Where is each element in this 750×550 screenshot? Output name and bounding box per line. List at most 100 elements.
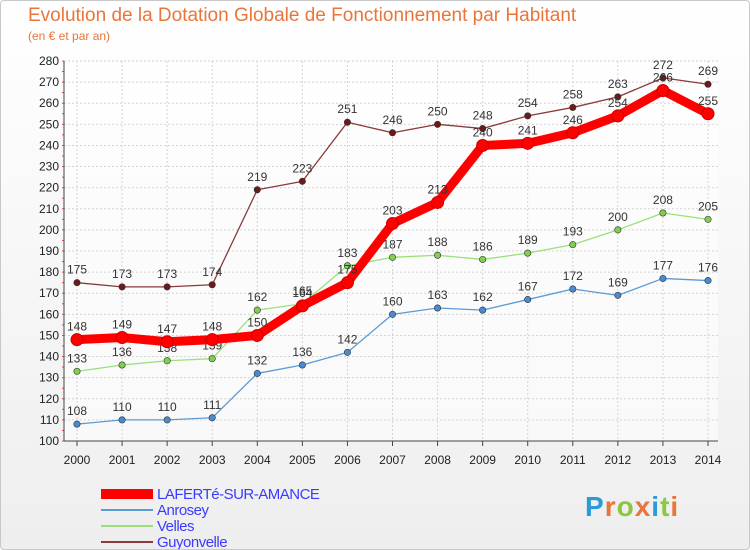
legend-item-guyonvelle[interactable]: Guyonvelle [101, 534, 319, 549]
data-point [524, 112, 532, 120]
data-point [524, 249, 532, 257]
data-point [479, 125, 487, 133]
data-point [298, 361, 306, 369]
y-tick-label: 150 [39, 328, 59, 342]
y-tick-label: 270 [39, 75, 59, 89]
data-point [614, 93, 622, 101]
data-label: 254 [608, 96, 628, 110]
x-tick-label: 2002 [154, 453, 181, 467]
logo-letter: r [604, 491, 617, 522]
legend-item-laferte[interactable]: LAFERTé-SUR-AMANCE [101, 485, 320, 503]
y-tick-label: 110 [40, 413, 59, 427]
logo-letter: P [585, 491, 605, 522]
x-tick-label: 2000 [64, 453, 91, 467]
data-point [569, 103, 577, 111]
legend-item-anrosey[interactable]: Anrosey [101, 501, 319, 519]
legend-label-laferte: LAFERTé-SUR-AMANCE [157, 485, 320, 503]
data-label: 223 [292, 161, 312, 175]
data-label: 147 [157, 322, 177, 336]
y-tick-label: 190 [39, 244, 59, 258]
y-tick-label: 200 [39, 223, 59, 237]
data-point [569, 285, 577, 293]
x-tick-label: 2004 [244, 453, 271, 467]
data-label: 186 [473, 239, 493, 253]
data-label: 258 [563, 87, 583, 101]
x-tick-label: 2011 [560, 453, 586, 467]
data-point [521, 136, 535, 150]
y-tick-label: 130 [39, 371, 59, 385]
data-label: 250 [428, 104, 448, 118]
data-point [479, 306, 487, 314]
data-point [73, 279, 81, 287]
data-point [388, 310, 396, 318]
x-tick-label: 2014 [695, 453, 722, 467]
data-label: 164 [292, 286, 312, 300]
data-point [659, 209, 667, 217]
data-point [340, 276, 354, 290]
data-point [208, 414, 216, 422]
data-label: 177 [653, 258, 673, 272]
data-label: 110 [113, 400, 132, 414]
data-label: 136 [112, 345, 132, 359]
data-point [208, 281, 216, 289]
legend-item-velles[interactable]: Velles [101, 517, 319, 535]
data-point [253, 306, 261, 314]
data-label: 148 [67, 320, 87, 334]
data-point [205, 333, 219, 347]
y-tick-label: 140 [39, 350, 59, 364]
data-point [479, 255, 487, 263]
data-label: 248 [473, 109, 493, 123]
data-label: 142 [337, 332, 357, 346]
data-label: 175 [337, 263, 357, 277]
data-point [253, 186, 261, 194]
data-point [163, 416, 171, 424]
data-point [569, 241, 577, 249]
data-label: 132 [247, 353, 267, 367]
legend-swatch-guyonvelle [101, 541, 153, 543]
data-label: 175 [67, 263, 87, 277]
logo-letter: i [670, 491, 680, 522]
data-label: 240 [473, 125, 493, 139]
data-point [343, 118, 351, 126]
x-tick-label: 2008 [424, 453, 451, 467]
y-tick-label: 160 [39, 307, 59, 321]
x-tick-label: 2006 [334, 453, 361, 467]
legend-label-velles: Velles [157, 517, 195, 535]
data-label: 213 [428, 182, 448, 196]
data-label: 183 [337, 246, 357, 260]
data-label: 162 [247, 290, 267, 304]
x-tick-label: 2005 [289, 453, 316, 467]
x-tick-label: 2001 [109, 453, 136, 467]
proxiti-logo: Proxiti [585, 491, 679, 523]
data-label: 163 [428, 288, 448, 302]
data-point [118, 361, 126, 369]
data-label: 205 [698, 199, 718, 213]
y-tick-label: 280 [39, 54, 59, 68]
data-label: 219 [247, 170, 267, 184]
y-tick-label: 170 [39, 286, 59, 300]
chart-subtitle: (en € et par an) [28, 29, 111, 43]
legend-swatch-laferte [101, 489, 153, 499]
data-point [388, 129, 396, 137]
data-point [298, 177, 306, 185]
data-label: 203 [382, 204, 402, 218]
legend-label-anrosey: Anrosey [157, 501, 209, 519]
y-tick-label: 240 [39, 138, 59, 152]
y-tick-label: 230 [39, 160, 59, 174]
data-point [434, 251, 442, 259]
data-label: 272 [653, 58, 673, 72]
chart-title: Evolution de la Dotation Globale de Fonc… [28, 5, 577, 26]
data-point [343, 262, 351, 270]
data-point [343, 348, 351, 356]
data-label: 208 [653, 193, 673, 207]
data-label: 269 [698, 64, 718, 78]
data-label: 111 [203, 398, 222, 412]
data-label: 165 [292, 284, 312, 298]
x-tick-label: 2009 [469, 453, 496, 467]
data-label: 110 [158, 400, 177, 414]
data-point [70, 333, 84, 347]
y-tick-label: 210 [39, 202, 59, 216]
y-tick-label: 250 [39, 117, 59, 131]
